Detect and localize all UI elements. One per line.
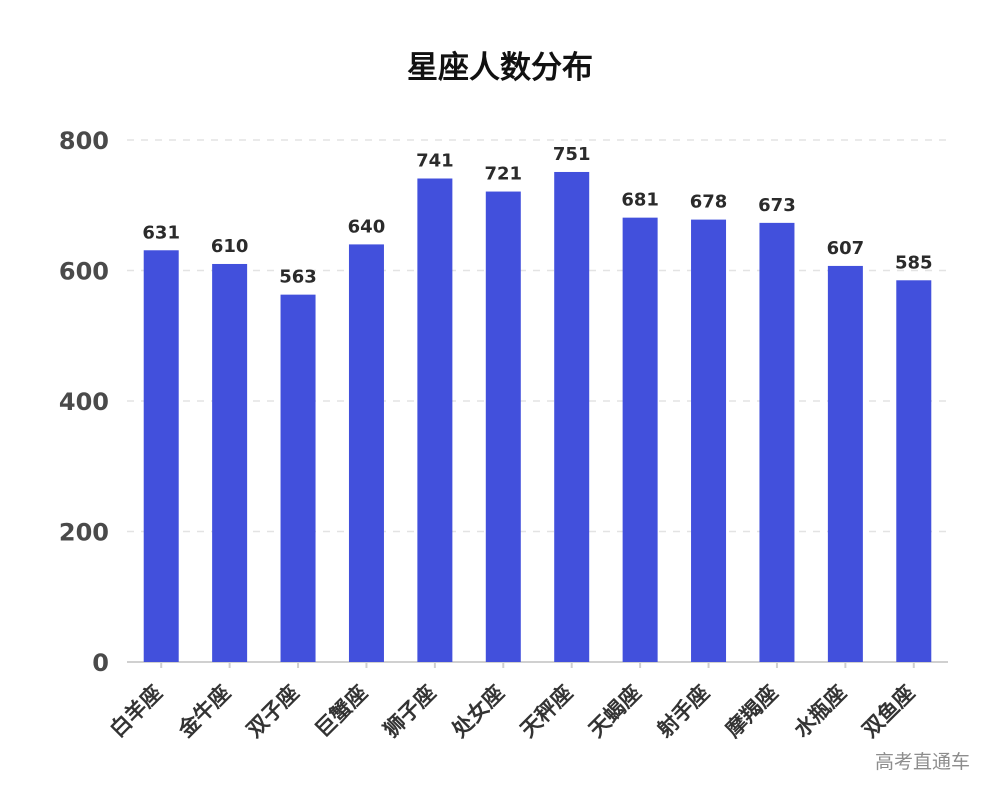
x-tick-label: 水瓶座 [789,681,851,743]
x-tick-label: 巨蟹座 [310,681,372,743]
bar [896,280,932,662]
data-label: 721 [485,164,523,185]
y-tick-label: 800 [59,127,109,155]
x-tick-label: 狮子座 [379,681,441,743]
x-tick-label: 金牛座 [173,681,235,743]
data-label: 678 [690,192,728,213]
x-tick-label: 摩羯座 [721,681,783,743]
bar [212,263,248,662]
grid-lines [127,139,948,663]
x-tick-label: 双鱼座 [858,681,920,743]
data-label: 681 [621,190,659,211]
y-tick-label: 0 [92,649,109,677]
y-tick-label: 400 [59,388,109,416]
y-tick-label: 200 [59,519,109,547]
data-label: 631 [142,222,180,243]
bar [827,265,863,662]
x-tick-label: 天蝎座 [584,681,646,743]
x-tick-label: 天秤座 [516,681,578,743]
bar [485,191,521,663]
bar [417,178,453,662]
bar [622,217,658,662]
bar [691,219,727,663]
bar [554,171,590,662]
x-tick-label: 双子座 [242,681,304,743]
x-tick-label: 处女座 [447,681,509,743]
watermark-text: 高考直通车 [874,751,970,773]
x-tick-label: 白羊座 [105,681,167,743]
data-label: 741 [416,150,454,171]
data-label: 607 [827,238,865,259]
chart-title: 星座人数分布 [407,50,593,86]
bar [143,250,179,662]
y-tick-label: 600 [59,258,109,286]
data-label: 585 [895,252,933,273]
bar [348,244,384,662]
bar [280,294,316,662]
bars [143,171,932,663]
x-tick-label: 射手座 [652,681,714,743]
axis [127,661,948,668]
bar [759,222,795,662]
data-label: 751 [553,144,591,165]
data-label: 563 [279,267,317,288]
data-label: 610 [211,236,249,257]
data-labels: 631 610 563 640 741 721 751 681 678 673 607 585 [142,144,932,288]
data-label: 673 [758,195,796,216]
data-label: 640 [348,216,386,237]
